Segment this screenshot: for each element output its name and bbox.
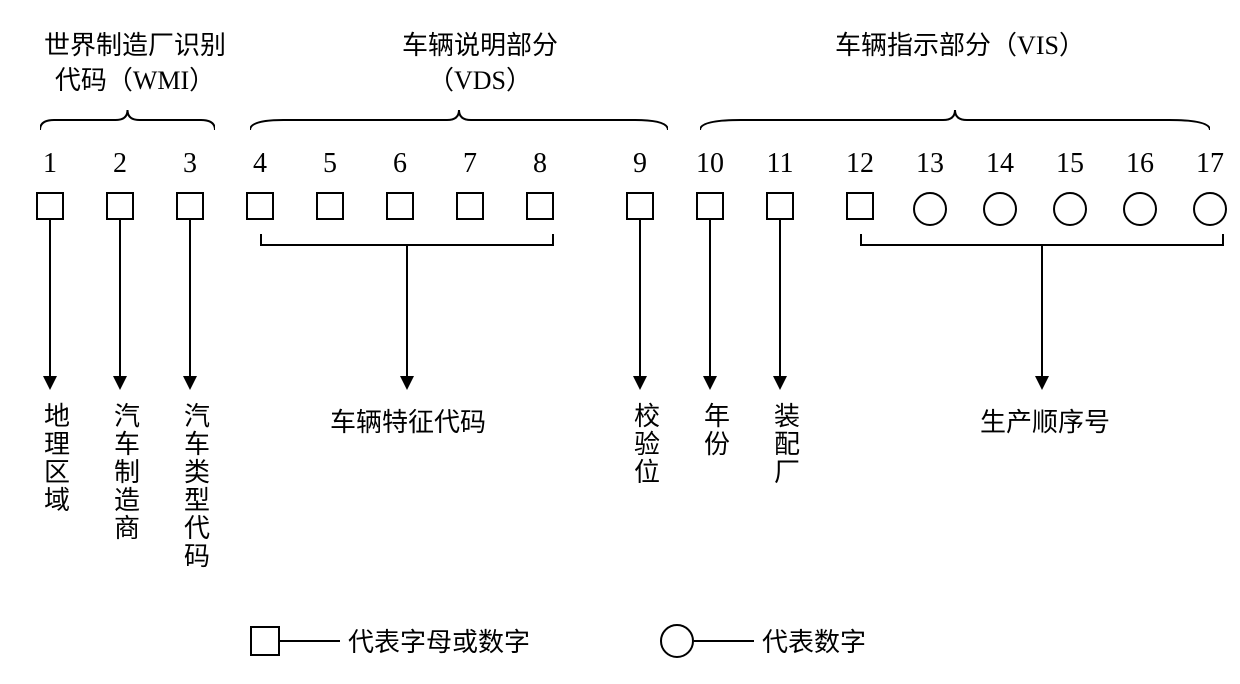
square-marker [106,192,134,220]
arrowhead-icon [773,376,787,390]
position-number: 3 [170,148,210,180]
position-number: 4 [240,148,280,180]
arrow-line [639,220,641,376]
position-description: 地理区域 [38,402,71,514]
position-number: 8 [520,148,560,180]
position-number: 12 [840,148,880,180]
position-number: 7 [450,148,490,180]
legend-circle: 代表数字 [660,622,866,659]
legend-label: 代表数字 [762,622,866,659]
position-description: 校验位 [628,402,661,486]
brace-vds [250,108,668,132]
arrow-line [406,244,408,376]
arrowhead-icon [1035,376,1049,390]
position-number: 1 [30,148,70,180]
position-description: 年份 [698,402,731,458]
position-number: 9 [620,148,660,180]
group-description: 车辆特征代码 [330,402,486,439]
position-description: 汽车制造商 [108,402,141,542]
square-marker [176,192,204,220]
position-number: 17 [1190,148,1230,180]
arrowhead-icon [633,376,647,390]
arrow-line [779,220,781,376]
position-number: 6 [380,148,420,180]
square-marker [316,192,344,220]
circle-marker [1053,192,1087,226]
arrow-line [1041,244,1043,376]
arrowhead-icon [113,376,127,390]
circle-marker [1193,192,1227,226]
group-description: 生产顺序号 [980,402,1110,439]
square-marker [36,192,64,220]
position-number: 14 [980,148,1020,180]
section-label-vis: 车辆指示部分（VIS） [700,28,1220,63]
position-number: 11 [760,148,800,180]
position-number: 13 [910,148,950,180]
square-marker [846,192,874,220]
legend-label: 代表字母或数字 [348,622,530,659]
square-marker [696,192,724,220]
position-number: 15 [1050,148,1090,180]
square-marker [246,192,274,220]
square-marker [456,192,484,220]
brace-wmi [40,108,215,132]
square-marker [526,192,554,220]
vin-structure-diagram: 世界制造厂识别 代码（WMI） 车辆说明部分 （VDS） 车辆指示部分（VIS）… [20,20,1220,664]
position-number: 2 [100,148,140,180]
position-number: 10 [690,148,730,180]
position-description: 汽车类型代码 [178,402,211,570]
square-marker [626,192,654,220]
circle-marker [913,192,947,226]
square-marker [386,192,414,220]
section-label-wmi: 世界制造厂识别 代码（WMI） [20,28,250,98]
circle-icon [660,624,694,658]
square-marker [766,192,794,220]
arrow-line [119,220,121,376]
position-number: 5 [310,148,350,180]
section-label-vds: 车辆说明部分 （VDS） [280,28,680,98]
position-number: 16 [1120,148,1160,180]
square-icon [250,626,280,656]
arrowhead-icon [43,376,57,390]
arrow-line [709,220,711,376]
brace-vis [700,108,1210,132]
legend-connector [694,640,754,642]
arrow-line [189,220,191,376]
arrowhead-icon [400,376,414,390]
arrowhead-icon [703,376,717,390]
circle-marker [1123,192,1157,226]
position-description: 装配厂 [768,402,801,486]
legend-square: 代表字母或数字 [250,622,530,659]
arrow-line [49,220,51,376]
legend-connector [280,640,340,642]
circle-marker [983,192,1017,226]
arrowhead-icon [183,376,197,390]
